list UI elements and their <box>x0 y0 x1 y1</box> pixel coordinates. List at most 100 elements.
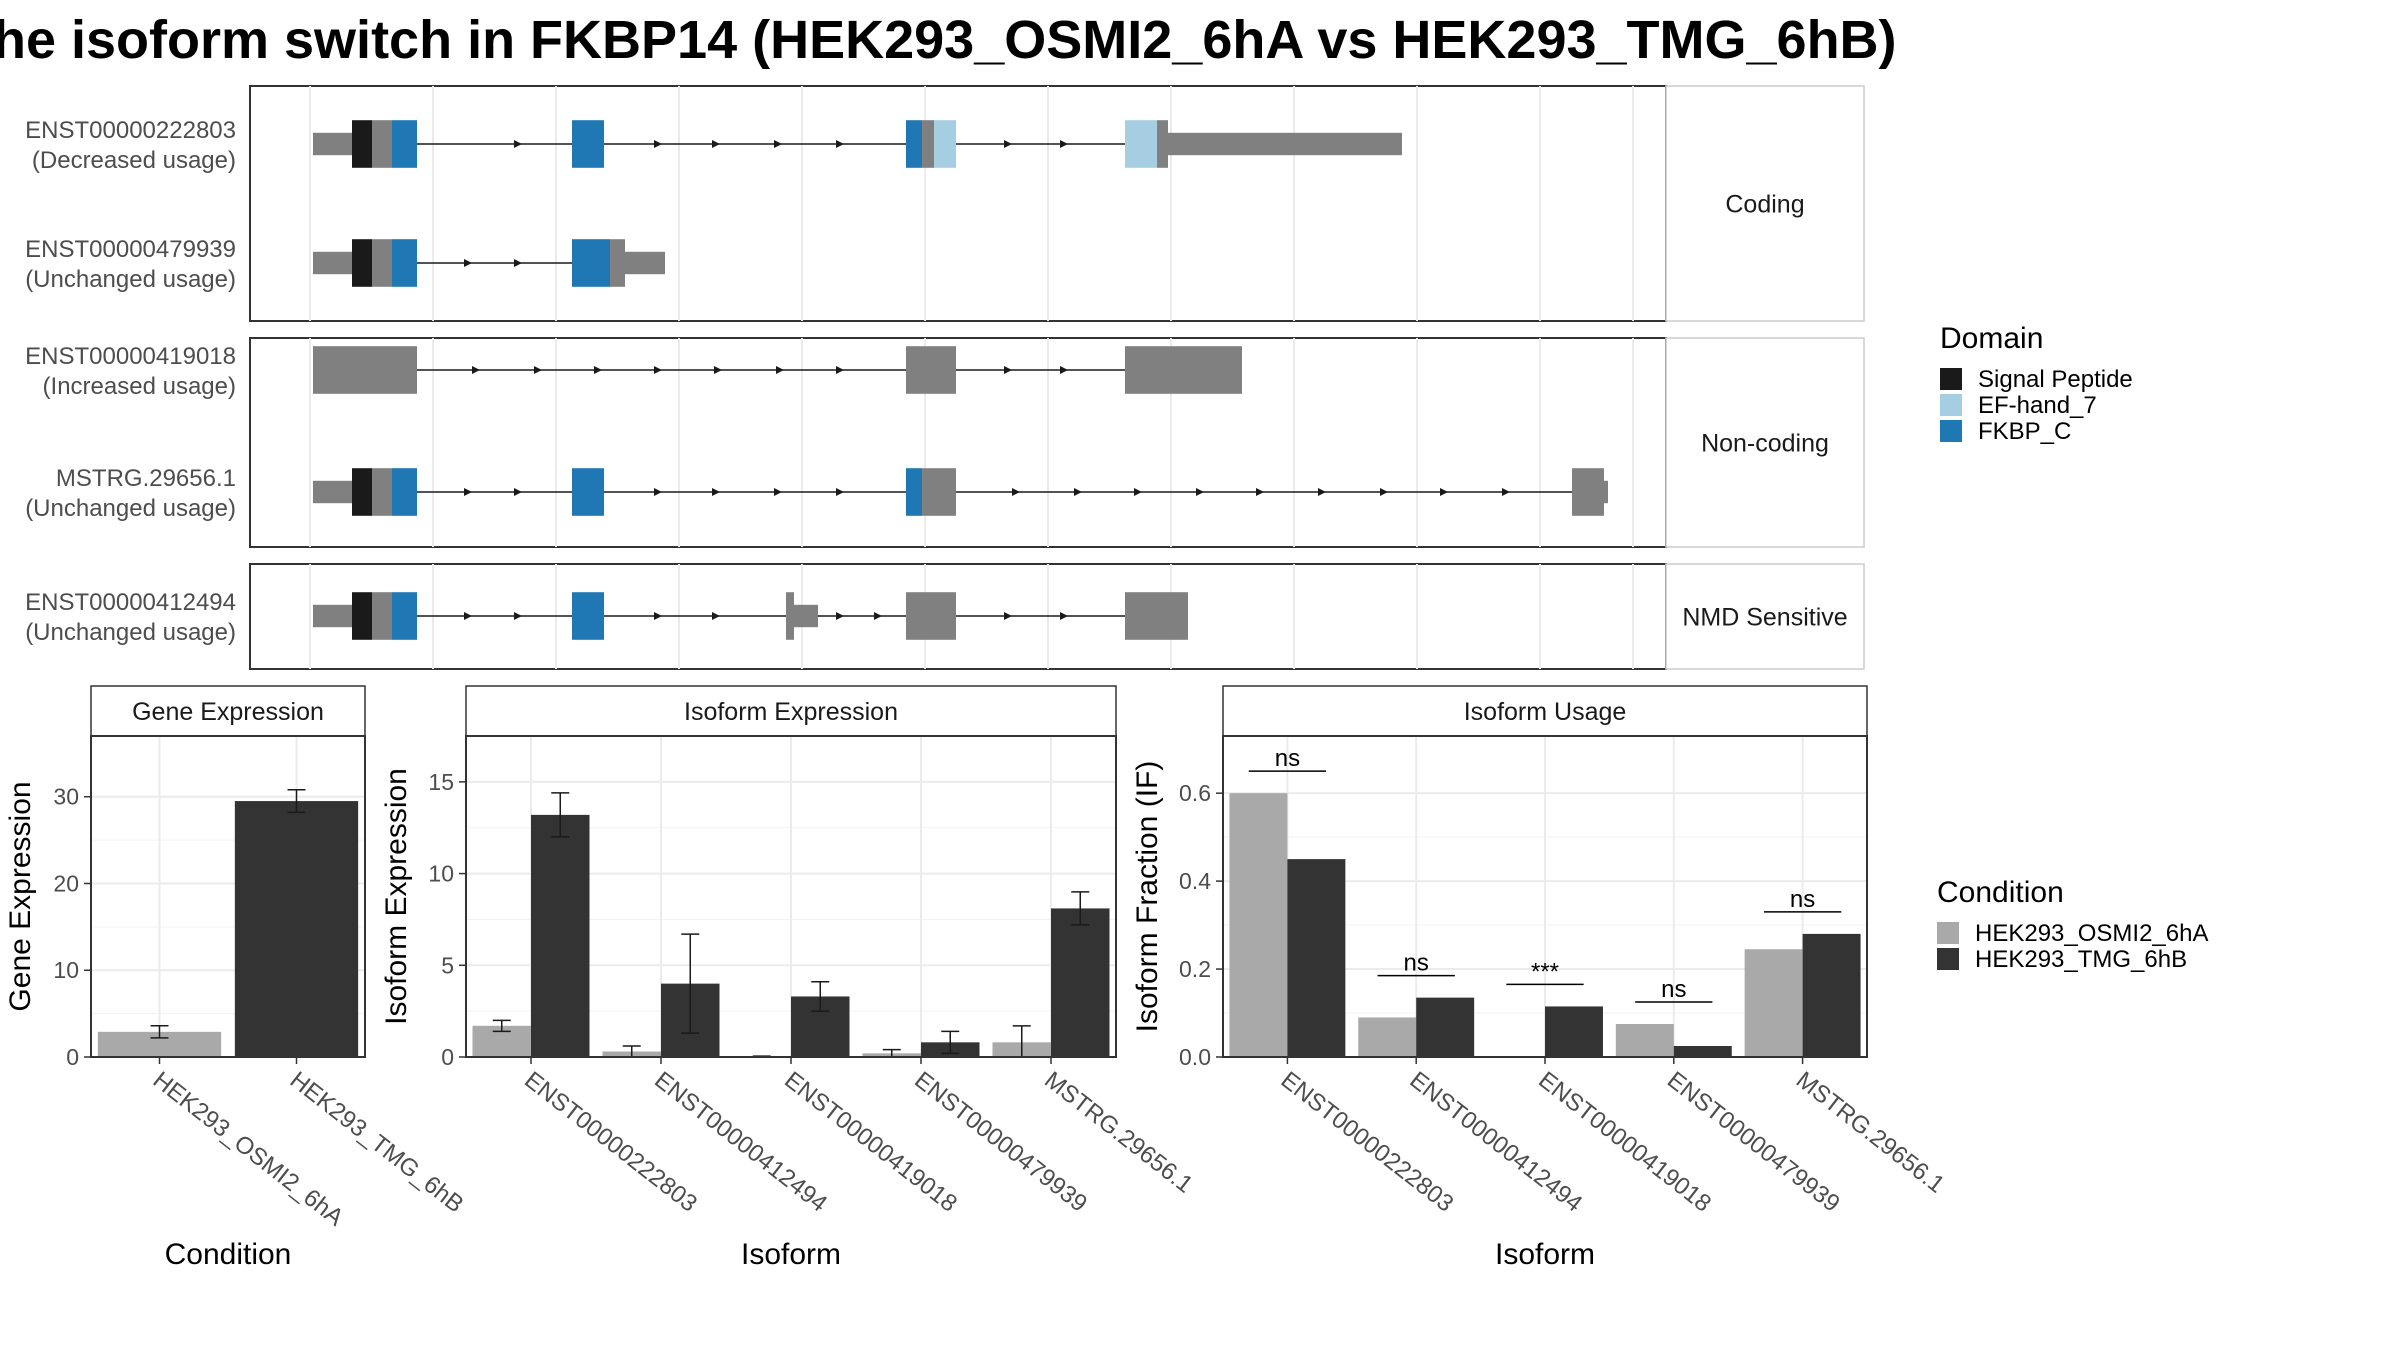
facet-strip <box>1665 337 1865 548</box>
signal-peptide-domain <box>352 468 372 516</box>
legend-swatch <box>1937 922 1959 944</box>
facet-strip <box>1222 685 1868 737</box>
exon <box>372 120 392 168</box>
bar <box>1229 793 1288 1057</box>
structure-panel: Non-coding ENST00000419018 (Increased usag… <box>25 337 1865 548</box>
fkbp-c-domain <box>392 239 417 287</box>
direction-arrow <box>654 488 662 496</box>
fkbp-c-domain <box>392 468 417 516</box>
signal-peptide-domain <box>352 239 372 287</box>
bar <box>1545 1006 1603 1057</box>
signal-peptide-domain <box>352 592 372 640</box>
direction-arrow <box>1256 488 1264 496</box>
direction-arrow <box>654 366 662 374</box>
exon <box>1604 480 1608 504</box>
direction-arrow <box>464 488 472 496</box>
direction-arrow <box>1134 488 1142 496</box>
direction-arrow <box>1004 612 1012 620</box>
direction-arrow <box>1060 140 1068 148</box>
direction-arrow <box>712 488 720 496</box>
fkbp-c-domain <box>392 592 417 640</box>
exon <box>372 239 392 287</box>
ef-hand-7-domain <box>934 120 956 168</box>
exon <box>372 592 392 640</box>
significance-label: *** <box>1531 958 1559 985</box>
direction-arrow <box>472 366 480 374</box>
bar <box>1287 859 1346 1057</box>
isoform-expression-chart: Isoform Expression051015ENST00000222803E… <box>380 685 1198 1271</box>
direction-arrow <box>464 259 472 267</box>
transcript-track: ENST00000419018 (Increased usage) <box>25 343 1242 400</box>
direction-arrow <box>1060 612 1068 620</box>
facet-label: NMD Sensitive <box>1682 604 1847 632</box>
direction-arrow <box>1060 366 1068 374</box>
panel-background <box>249 85 1667 322</box>
direction-arrow <box>874 612 882 620</box>
legend-swatch <box>1940 420 1962 442</box>
direction-arrow <box>712 612 720 620</box>
fkbp-c-domain <box>572 468 604 516</box>
facet-strip <box>90 685 366 737</box>
x-axis-title: Condition <box>165 1238 292 1271</box>
transcript-id-label: ENST00000419018 <box>25 343 236 370</box>
transcript-id-label: ENST00000412494 <box>25 589 236 616</box>
facet-label: Non-coding <box>1701 430 1829 458</box>
transcript-usage-label: (Decreased usage) <box>32 147 236 174</box>
y-tick-label: 0.2 <box>1179 956 1211 982</box>
legend-swatch <box>1940 368 1962 390</box>
exon <box>1168 132 1402 156</box>
exon <box>794 604 818 628</box>
transcript-track: ENST00000479939 (Unchanged usage) <box>25 236 665 293</box>
exon <box>906 346 956 394</box>
y-tick-label: 0 <box>441 1044 454 1070</box>
exon <box>313 604 352 628</box>
direction-arrow <box>654 612 662 620</box>
fkbp-c-domain <box>572 120 604 168</box>
y-tick-label: 15 <box>428 769 454 795</box>
exon <box>1125 592 1188 640</box>
y-tick-label: 0.4 <box>1179 868 1211 894</box>
significance-label: ns <box>1790 886 1815 913</box>
exon <box>922 468 956 516</box>
structure-panel: NMD Sensitive ENST00000412494 (Unchanged u… <box>25 563 1865 670</box>
legend-label: EF-hand_7 <box>1978 392 2097 419</box>
y-axis-title: Gene Expression <box>4 781 37 1011</box>
bar <box>234 801 359 1057</box>
panel-background <box>249 337 1667 548</box>
facet-strip <box>1665 563 1865 670</box>
bar <box>1802 933 1861 1057</box>
domain-legend-title: Domain <box>1940 322 2043 355</box>
legend-label: FKBP_C <box>1978 418 2071 445</box>
y-tick-label: 10 <box>428 861 454 887</box>
direction-arrow <box>1318 488 1326 496</box>
exon <box>1572 468 1604 516</box>
transcript-usage-label: (Increased usage) <box>43 373 236 400</box>
exon <box>1157 120 1168 168</box>
y-axis-title: Isoform Expression <box>380 768 413 1025</box>
bar <box>1673 1046 1732 1057</box>
exon <box>313 346 417 394</box>
direction-arrow <box>712 140 720 148</box>
direction-arrow <box>1196 488 1204 496</box>
legend-label: HEK293_OSMI2_6hA <box>1975 920 2208 947</box>
y-tick-label: 30 <box>53 784 79 810</box>
chart-title: Isoform Expression <box>684 698 898 726</box>
exon <box>786 592 794 640</box>
panel-border <box>90 735 366 1058</box>
direction-arrow <box>514 612 522 620</box>
exon <box>313 480 352 504</box>
transcript-id-label: MSTRG.29656.1 <box>56 465 236 492</box>
exon <box>906 592 956 640</box>
transcript-track: ENST00000222803 (Decreased usage) <box>25 117 1402 174</box>
transcript-usage-label: (Unchanged usage) <box>25 266 236 293</box>
fkbp-c-domain <box>572 239 610 287</box>
chart-title: Isoform Usage <box>1464 698 1627 726</box>
bar <box>531 814 590 1057</box>
bar <box>1744 949 1803 1057</box>
direction-arrow <box>1074 488 1082 496</box>
x-axis-title: Isoform <box>1495 1238 1595 1271</box>
legend-swatch <box>1940 394 1962 416</box>
direction-arrow <box>534 366 542 374</box>
